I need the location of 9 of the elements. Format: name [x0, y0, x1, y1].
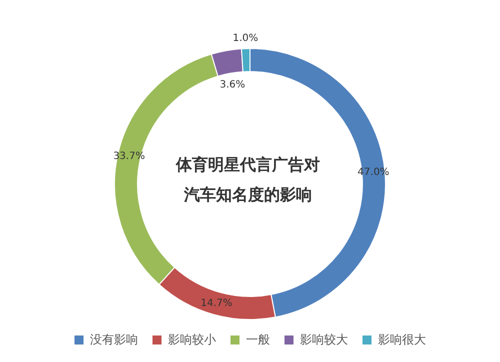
legend-label: 一般 [246, 332, 270, 346]
text: 体育明星代言广告对汽车知名度的影响 [175, 154, 321, 206]
data-label: 3.6% [220, 80, 246, 91]
legend-label: 没有影响 [90, 332, 138, 346]
data-label: 14.7% [200, 298, 232, 309]
legend-label: 影响较大 [300, 332, 348, 346]
legend-label: 影响较小 [168, 332, 216, 346]
legend-label: 影响很大 [378, 332, 426, 346]
data-label: 1.0% [232, 33, 258, 44]
